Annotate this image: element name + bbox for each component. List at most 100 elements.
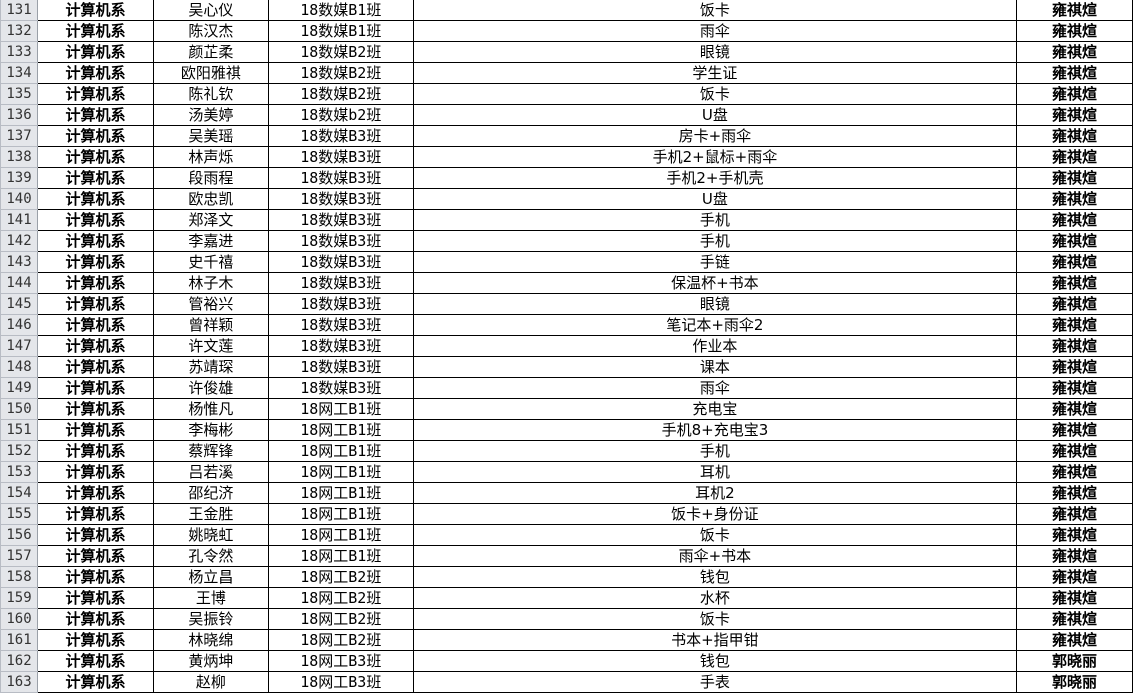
cell-department[interactable]: 计算机系 <box>36 482 154 504</box>
cell-teacher[interactable]: 雍祺煊 <box>1016 251 1133 273</box>
cell-class[interactable]: 18网工B2班 <box>267 587 414 609</box>
cell-teacher[interactable]: 雍祺煊 <box>1016 482 1133 504</box>
cell-student-name[interactable]: 姚晓虹 <box>152 524 269 546</box>
cell-teacher[interactable]: 雍祺煊 <box>1016 419 1133 441</box>
cell-student-name[interactable]: 杨立昌 <box>152 566 269 588</box>
cell-class[interactable]: 18数媒B3班 <box>267 314 414 336</box>
row-header[interactable]: 151 <box>0 419 38 441</box>
row-header[interactable]: 134 <box>0 62 38 84</box>
cell-department[interactable]: 计算机系 <box>36 545 154 567</box>
cell-department[interactable]: 计算机系 <box>36 272 154 294</box>
cell-teacher[interactable]: 雍祺煊 <box>1016 587 1133 609</box>
cell-lost-item[interactable]: 饭卡 <box>412 0 1018 21</box>
cell-class[interactable]: 18数媒B1班 <box>267 0 414 21</box>
row-header[interactable]: 155 <box>0 503 38 525</box>
cell-department[interactable]: 计算机系 <box>36 293 154 315</box>
cell-department[interactable]: 计算机系 <box>36 146 154 168</box>
cell-class[interactable]: 18网工B3班 <box>267 671 414 693</box>
cell-class[interactable]: 18网工B1班 <box>267 503 414 525</box>
cell-student-name[interactable]: 吕若溪 <box>152 461 269 483</box>
cell-class[interactable]: 18数媒B3班 <box>267 335 414 357</box>
cell-lost-item[interactable]: 眼镜 <box>412 41 1018 63</box>
cell-teacher[interactable]: 雍祺煊 <box>1016 377 1133 399</box>
cell-student-name[interactable]: 杨惟凡 <box>152 398 269 420</box>
cell-teacher[interactable]: 雍祺煊 <box>1016 209 1133 231</box>
cell-student-name[interactable]: 吴心仪 <box>152 0 269 21</box>
cell-class[interactable]: 18网工B1班 <box>267 461 414 483</box>
cell-department[interactable]: 计算机系 <box>36 125 154 147</box>
cell-teacher[interactable]: 雍祺煊 <box>1016 272 1133 294</box>
cell-department[interactable]: 计算机系 <box>36 104 154 126</box>
cell-student-name[interactable]: 吴振铃 <box>152 608 269 630</box>
cell-lost-item[interactable]: 手机 <box>412 209 1018 231</box>
row-header[interactable]: 140 <box>0 188 38 210</box>
cell-class[interactable]: 18数媒B3班 <box>267 188 414 210</box>
cell-teacher[interactable]: 雍祺煊 <box>1016 524 1133 546</box>
cell-class[interactable]: 18数媒B3班 <box>267 272 414 294</box>
cell-department[interactable]: 计算机系 <box>36 461 154 483</box>
cell-class[interactable]: 18网工B1班 <box>267 482 414 504</box>
cell-department[interactable]: 计算机系 <box>36 377 154 399</box>
cell-department[interactable]: 计算机系 <box>36 0 154 21</box>
cell-lost-item[interactable]: 手链 <box>412 251 1018 273</box>
cell-class[interactable]: 18数媒B2班 <box>267 83 414 105</box>
cell-department[interactable]: 计算机系 <box>36 356 154 378</box>
cell-teacher[interactable]: 雍祺煊 <box>1016 314 1133 336</box>
cell-teacher[interactable]: 雍祺煊 <box>1016 83 1133 105</box>
cell-student-name[interactable]: 陈礼钦 <box>152 83 269 105</box>
cell-student-name[interactable]: 林晓绵 <box>152 629 269 651</box>
cell-teacher[interactable]: 雍祺煊 <box>1016 503 1133 525</box>
cell-lost-item[interactable]: 手机2+鼠标+雨伞 <box>412 146 1018 168</box>
row-header[interactable]: 141 <box>0 209 38 231</box>
row-header[interactable]: 139 <box>0 167 38 189</box>
cell-student-name[interactable]: 黄炳坤 <box>152 650 269 672</box>
cell-student-name[interactable]: 史千禧 <box>152 251 269 273</box>
cell-department[interactable]: 计算机系 <box>36 650 154 672</box>
cell-lost-item[interactable]: 饭卡 <box>412 83 1018 105</box>
cell-student-name[interactable]: 孔令然 <box>152 545 269 567</box>
cell-department[interactable]: 计算机系 <box>36 41 154 63</box>
cell-lost-item[interactable]: 房卡+雨伞 <box>412 125 1018 147</box>
cell-class[interactable]: 18数媒B3班 <box>267 377 414 399</box>
cell-lost-item[interactable]: 手机8+充电宝3 <box>412 419 1018 441</box>
row-header[interactable]: 150 <box>0 398 38 420</box>
cell-student-name[interactable]: 林子木 <box>152 272 269 294</box>
cell-student-name[interactable]: 邵纪济 <box>152 482 269 504</box>
cell-lost-item[interactable]: 耳机2 <box>412 482 1018 504</box>
cell-lost-item[interactable]: U盘 <box>412 188 1018 210</box>
cell-class[interactable]: 18数媒B3班 <box>267 293 414 315</box>
cell-lost-item[interactable]: 饭卡+身份证 <box>412 503 1018 525</box>
row-header[interactable]: 148 <box>0 356 38 378</box>
cell-lost-item[interactable]: 手机 <box>412 230 1018 252</box>
cell-department[interactable]: 计算机系 <box>36 608 154 630</box>
cell-class[interactable]: 18网工B1班 <box>267 419 414 441</box>
cell-class[interactable]: 18数媒B2班 <box>267 62 414 84</box>
row-header[interactable]: 156 <box>0 524 38 546</box>
cell-student-name[interactable]: 赵柳 <box>152 671 269 693</box>
cell-teacher[interactable]: 郭晓丽 <box>1016 671 1133 693</box>
cell-student-name[interactable]: 汤美婷 <box>152 104 269 126</box>
cell-teacher[interactable]: 雍祺煊 <box>1016 188 1133 210</box>
cell-department[interactable]: 计算机系 <box>36 398 154 420</box>
cell-teacher[interactable]: 雍祺煊 <box>1016 41 1133 63</box>
row-header[interactable]: 147 <box>0 335 38 357</box>
cell-class[interactable]: 18网工B2班 <box>267 566 414 588</box>
cell-department[interactable]: 计算机系 <box>36 230 154 252</box>
row-header[interactable]: 146 <box>0 314 38 336</box>
cell-lost-item[interactable]: 笔记本+雨伞2 <box>412 314 1018 336</box>
cell-student-name[interactable]: 段雨程 <box>152 167 269 189</box>
cell-class[interactable]: 18网工B1班 <box>267 440 414 462</box>
cell-department[interactable]: 计算机系 <box>36 83 154 105</box>
row-header[interactable]: 161 <box>0 629 38 651</box>
row-header[interactable]: 149 <box>0 377 38 399</box>
cell-department[interactable]: 计算机系 <box>36 251 154 273</box>
cell-lost-item[interactable]: 饭卡 <box>412 524 1018 546</box>
row-header[interactable]: 138 <box>0 146 38 168</box>
row-header[interactable]: 152 <box>0 440 38 462</box>
row-header[interactable]: 133 <box>0 41 38 63</box>
row-header[interactable]: 137 <box>0 125 38 147</box>
cell-student-name[interactable]: 李梅彬 <box>152 419 269 441</box>
cell-student-name[interactable]: 蔡辉锋 <box>152 440 269 462</box>
cell-class[interactable]: 18网工B2班 <box>267 629 414 651</box>
cell-student-name[interactable]: 林声烁 <box>152 146 269 168</box>
